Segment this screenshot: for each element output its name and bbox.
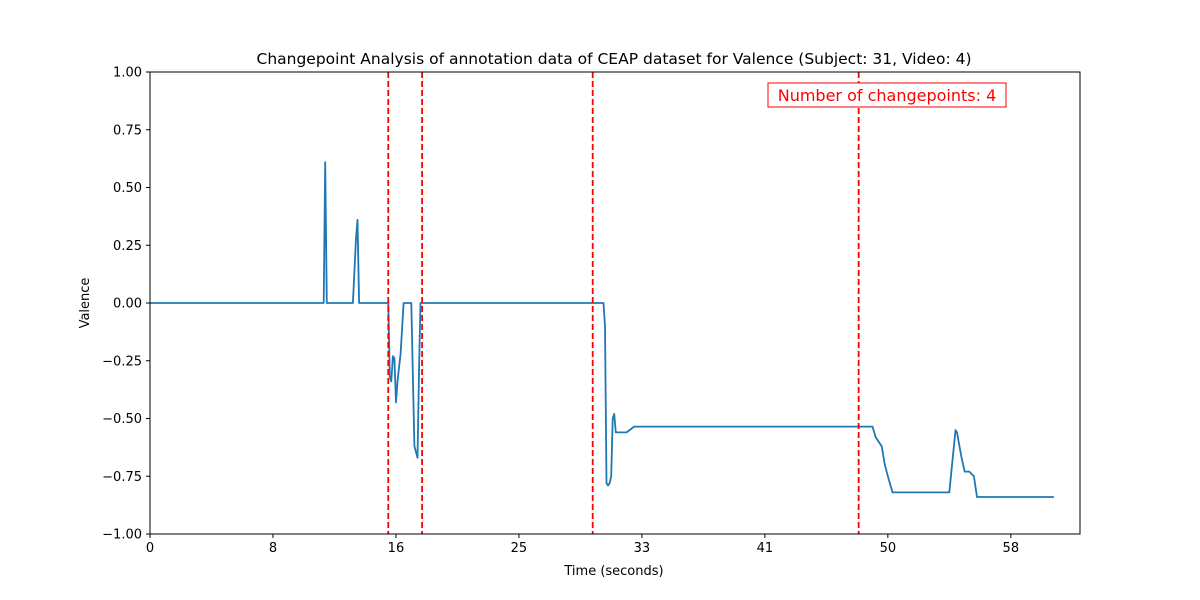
y-tick-label: −0.25: [102, 354, 142, 369]
y-tick-label: 0.00: [113, 297, 142, 312]
annotation-box: [767, 82, 1007, 108]
y-tick-label: −0.75: [102, 470, 142, 485]
x-tick-label: 25: [511, 541, 528, 556]
y-tick-label: −0.50: [102, 412, 142, 427]
x-tick-label: 8: [269, 541, 277, 556]
series-line-0: [150, 161, 1054, 498]
annotation-text: Number of changepoints: 4: [778, 86, 997, 105]
y-tick-label: 1.00: [113, 66, 142, 81]
y-axis: −1.00 −0.75 −0.50 −0.25 0.00 0.25 0.50 0.75 1.00: [102, 66, 150, 543]
x-axis-label: Time (seconds): [563, 564, 663, 579]
changepoint-count-annotation: Number of changepoints: 4: [767, 82, 1007, 108]
x-tick-label: 50: [880, 541, 897, 556]
y-tick-label: 0.75: [113, 123, 142, 138]
chart-title: Changepoint Analysis of annotation data …: [257, 50, 972, 68]
x-tick-label: 0: [146, 541, 154, 556]
x-tick-label: 58: [1003, 541, 1020, 556]
x-tick-label: 41: [757, 541, 774, 556]
y-tick-label: −1.00: [102, 528, 142, 543]
x-tick-label: 33: [634, 541, 651, 556]
x-tick-label: 16: [388, 541, 405, 556]
y-axis-label: Valence: [78, 278, 93, 329]
x-axis: 0 8 16 25 33 41 50 58: [146, 534, 1019, 556]
plot-area: [149, 71, 1081, 535]
y-tick-label: 0.50: [113, 181, 142, 196]
y-tick-label: 0.25: [113, 239, 142, 254]
